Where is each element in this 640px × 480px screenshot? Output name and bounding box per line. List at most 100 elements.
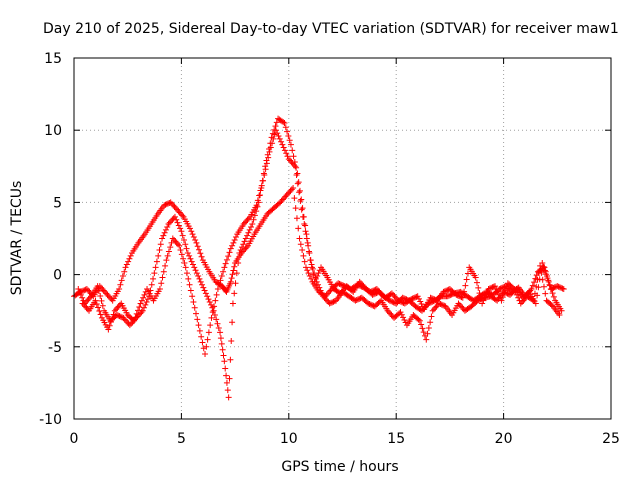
data-point: [136, 303, 143, 310]
data-point: [80, 287, 87, 294]
data-point: [173, 216, 180, 223]
data-point: [231, 290, 238, 297]
data-point: [327, 287, 334, 294]
data-point: [290, 184, 297, 191]
data-point: [141, 304, 148, 311]
data-point: [241, 238, 248, 245]
data-point: [223, 379, 230, 386]
data-point: [517, 300, 524, 307]
data-point: [432, 304, 439, 311]
data-point: [188, 258, 195, 265]
data-point: [142, 288, 149, 295]
data-point: [309, 265, 316, 272]
data-point: [163, 201, 170, 208]
data-point: [237, 247, 244, 254]
data-point: [227, 356, 234, 363]
data-point: [245, 229, 252, 236]
data-point: [276, 135, 283, 142]
data-point: [95, 304, 102, 311]
data-point: [204, 336, 211, 343]
data-point: [217, 277, 224, 284]
data-point: [539, 276, 546, 283]
data-point: [365, 300, 372, 307]
data-point: [171, 203, 178, 210]
data-point: [304, 267, 311, 274]
data-point: [392, 294, 399, 301]
data-point: [238, 244, 245, 251]
data-point: [159, 235, 166, 242]
data-point: [128, 320, 135, 327]
data-point: [151, 270, 158, 277]
data-point: [164, 223, 171, 230]
data-point: [261, 171, 268, 178]
data-point: [416, 317, 423, 324]
data-point: [357, 295, 364, 302]
data-point: [326, 300, 333, 307]
data-point: [227, 278, 234, 285]
data-point: [486, 285, 493, 292]
y-tick-label: -10: [39, 412, 62, 428]
data-point: [458, 294, 465, 301]
data-point: [115, 303, 122, 310]
data-point: [489, 284, 496, 291]
data-point: [356, 278, 363, 285]
data-point: [105, 293, 112, 300]
data-point: [390, 291, 397, 298]
data-point: [300, 252, 307, 259]
data-point: [117, 281, 124, 288]
data-point: [544, 275, 551, 282]
data-point: [306, 273, 313, 280]
data-point: [220, 352, 227, 359]
data-point: [417, 306, 424, 313]
data-point: [217, 329, 224, 336]
data-point: [174, 241, 181, 248]
data-point: [174, 206, 181, 213]
data-point: [225, 394, 232, 401]
data-point: [511, 286, 518, 293]
data-point: [485, 286, 492, 293]
data-point: [218, 273, 225, 280]
data-point: [114, 304, 121, 311]
data-point: [257, 187, 264, 194]
data-point: [161, 229, 168, 236]
data-point: [420, 329, 427, 336]
data-point: [530, 297, 537, 304]
data-point: [245, 215, 252, 222]
data-point: [431, 296, 438, 303]
data-point: [520, 297, 527, 304]
data-point: [397, 309, 404, 316]
data-point: [170, 215, 177, 222]
data-point: [198, 253, 205, 260]
data-point: [183, 245, 190, 252]
data-point: [432, 297, 439, 304]
data-point: [386, 297, 393, 304]
data-point: [290, 153, 297, 160]
data-point: [162, 262, 169, 269]
data-point: [199, 281, 206, 288]
data-point: [472, 274, 479, 281]
data-point: [476, 290, 483, 297]
data-point: [283, 150, 290, 157]
data-point: [140, 294, 147, 301]
data-point: [231, 236, 238, 243]
data-point: [543, 271, 550, 278]
data-point: [97, 311, 104, 318]
data-point: [281, 119, 288, 126]
data-point: [374, 289, 381, 296]
data-point: [541, 267, 548, 274]
data-point: [186, 225, 193, 232]
data-point: [85, 296, 92, 303]
data-point: [531, 290, 538, 297]
data-point: [201, 287, 208, 294]
data-point: [75, 286, 82, 293]
data-point: [357, 280, 364, 287]
data-point: [296, 235, 303, 242]
data-point: [415, 295, 422, 302]
data-point: [214, 320, 221, 327]
data-point: [195, 273, 202, 280]
data-point: [207, 322, 214, 329]
data-point: [488, 284, 495, 291]
data-point: [316, 284, 323, 291]
data-point: [354, 296, 361, 303]
grid: [74, 58, 611, 419]
